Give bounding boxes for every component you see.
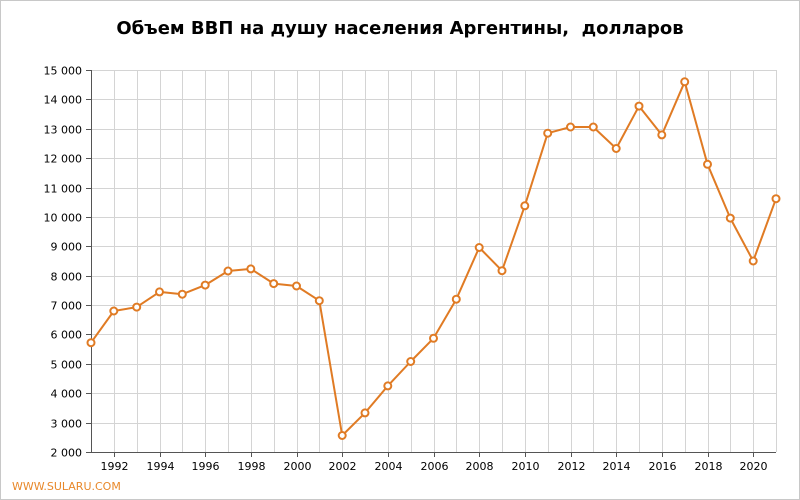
- data-point: [246, 264, 256, 274]
- x-tick-label: 2020: [740, 460, 768, 473]
- x-tick-label: 2002: [329, 460, 357, 473]
- x-tick-label: 2012: [558, 460, 586, 473]
- y-tick-label: 3 000: [51, 418, 83, 431]
- data-point: [588, 122, 598, 132]
- x-tick-label: 2008: [466, 460, 494, 473]
- x-tick-label: 2016: [649, 460, 677, 473]
- data-point: [109, 306, 119, 316]
- y-tick-label: 11 000: [44, 183, 83, 196]
- y-tick-label: 12 000: [44, 153, 83, 166]
- data-point: [474, 243, 484, 252]
- y-tick-label: 10 000: [44, 212, 83, 225]
- data-point: [383, 381, 393, 391]
- x-tick-label: 2014: [603, 460, 631, 473]
- data-point: [657, 130, 667, 140]
- y-tick-label: 2 000: [51, 447, 83, 460]
- y-tick-labels: 2 000 3 000 4 000 5 000 6 000 7 000 8 000 9 000…: [44, 65, 83, 460]
- data-point: [680, 77, 690, 87]
- data-point: [748, 256, 758, 266]
- x-tick-label: 1994: [147, 460, 175, 473]
- data-point: [497, 266, 507, 276]
- x-tick-label: 2006: [421, 460, 449, 473]
- y-tick-label: 15 000: [44, 65, 83, 78]
- data-point: [177, 289, 187, 299]
- x-tick-label: 2000: [284, 460, 312, 473]
- data-point: [520, 201, 530, 211]
- data-point: [611, 144, 621, 153]
- data-point: [86, 338, 96, 348]
- data-point: [337, 431, 347, 440]
- y-tick-label: 7 000: [51, 300, 83, 313]
- data-point: [634, 101, 644, 111]
- data-point: [429, 333, 438, 343]
- x-tick-label: 2004: [375, 460, 403, 473]
- data-point: [406, 357, 416, 366]
- data-point: [314, 296, 324, 306]
- y-tick-label: 13 000: [44, 124, 83, 137]
- data-point: [155, 287, 164, 297]
- data-point: [360, 408, 370, 418]
- y-tick-label: 4 000: [51, 388, 83, 401]
- y-tick-label: 9 000: [51, 241, 83, 254]
- data-point: [223, 266, 233, 276]
- data-point: [269, 279, 279, 289]
- data-point: [771, 194, 781, 204]
- x-tick-label: 1996: [192, 460, 220, 473]
- data-point: [451, 294, 461, 304]
- y-tick-label: 14 000: [44, 94, 83, 107]
- x-tick-labels: 1992 1994 1996 1998 2000 2002 2004 2006 2008 2010…: [101, 460, 768, 473]
- y-tick-label: 6 000: [51, 329, 83, 342]
- axes: [86, 70, 776, 457]
- x-tick-label: 1998: [238, 460, 266, 473]
- x-tick-label: 2018: [695, 460, 723, 473]
- data-point: [543, 128, 553, 138]
- y-tick-label: 8 000: [51, 271, 83, 284]
- series-line: [90, 80, 777, 437]
- x-tick-label: 1992: [101, 460, 129, 473]
- data-point: [725, 213, 735, 223]
- grid: [91, 70, 777, 453]
- y-tick-label: 5 000: [51, 359, 83, 372]
- x-tick-label: 2010: [512, 460, 540, 473]
- data-point: [703, 159, 712, 169]
- chart-title: Объем ВВП на душу населения Аргентины, д…: [116, 18, 684, 39]
- series: [86, 77, 781, 440]
- data-point: [566, 122, 575, 132]
- data-point: [132, 302, 142, 312]
- watermark: WWW.SULARU.COM: [12, 480, 121, 493]
- data-point: [292, 281, 301, 291]
- data-point: [200, 280, 210, 290]
